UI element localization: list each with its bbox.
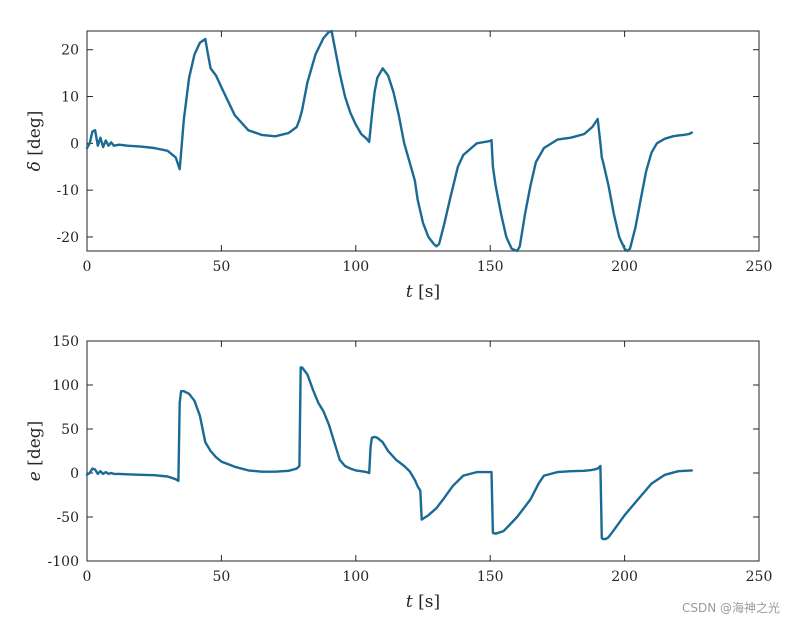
e-y-tick-label: 0 [70, 466, 79, 482]
e-x-tick-label: 250 [746, 569, 773, 585]
e-x-tick-label: 200 [611, 569, 638, 585]
delta-x-tick-label: 50 [212, 259, 230, 275]
e-series-line [85, 366, 693, 541]
delta-y-tick-label: 0 [70, 136, 79, 152]
delta-x-tick-label: 100 [342, 259, 369, 275]
delta-y-axis-label: δ [deg] [25, 111, 45, 172]
watermark: CSDN @海神之光 [681, 601, 780, 615]
delta-y-ticks: -20 -10 0 10 20 [56, 43, 759, 246]
e-y-tick-label: 150 [52, 334, 79, 350]
e-y-tick-label: 100 [52, 378, 79, 394]
e-y-ticks: -100 -50 0 50 100 150 [48, 334, 759, 570]
delta-y-tick-label: 20 [61, 43, 79, 59]
delta-x-tick-label: 0 [83, 259, 92, 275]
e-panel: 0 50 100 150 200 250 -100 -50 0 50 100 150 t [s] e… [25, 334, 772, 612]
e-x-ticks: 0 50 100 150 200 250 [83, 341, 773, 585]
delta-y-tick-label: -20 [56, 230, 79, 246]
delta-plot-frame [86, 30, 760, 252]
delta-series-line [85, 29, 693, 253]
delta-x-tick-label: 250 [746, 259, 773, 275]
e-y-tick-label: -50 [56, 510, 79, 526]
delta-y-tick-label: -10 [56, 183, 79, 199]
e-x-tick-label: 0 [83, 569, 92, 585]
e-plot-frame [86, 340, 760, 562]
e-x-tick-label: 50 [212, 569, 230, 585]
delta-x-ticks: 0 50 100 150 200 250 [83, 31, 773, 275]
e-y-tick-label: 50 [61, 422, 79, 438]
delta-x-tick-label: 150 [477, 259, 504, 275]
e-y-axis-label: e [deg] [25, 421, 45, 482]
e-x-axis-label: t [s] [406, 592, 440, 612]
e-y-tick-label: -100 [48, 554, 79, 570]
delta-panel: 0 50 100 150 200 250 -20 -10 0 10 20 t [s] δ [deg… [25, 29, 773, 302]
delta-y-tick-label: 10 [61, 90, 79, 106]
delta-x-axis-label: t [s] [406, 282, 440, 302]
e-x-tick-label: 100 [342, 569, 369, 585]
e-x-tick-label: 150 [477, 569, 504, 585]
delta-x-tick-label: 200 [611, 259, 638, 275]
